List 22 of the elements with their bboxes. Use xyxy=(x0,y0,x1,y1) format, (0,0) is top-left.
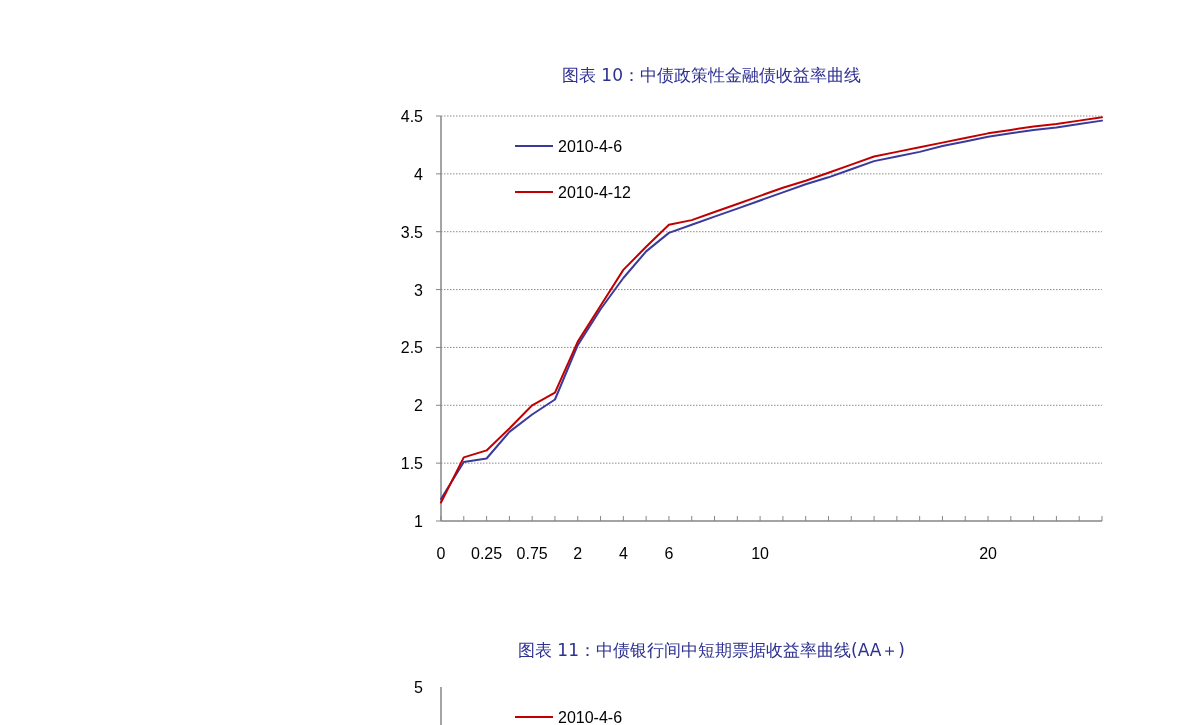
text: 5 xyxy=(414,679,424,696)
y-tick-label: 3.5 xyxy=(400,223,424,241)
y-tick-label: 3 xyxy=(414,281,424,299)
x-tick-label: 6 xyxy=(664,545,674,562)
chart-title: 图表 10：中债政策性金融债收益率曲线 xyxy=(561,65,862,85)
legend-label: 2010-4-6 xyxy=(558,138,623,155)
y-tick-label: 4 xyxy=(414,165,424,183)
legend-label: 2010-4-12 xyxy=(558,184,632,201)
y-tick-label: 4.5 xyxy=(400,108,424,125)
x-tick-label: 0.75 xyxy=(516,545,548,562)
x-tick-label: 4 xyxy=(618,545,628,562)
y-tick-label: 1.5 xyxy=(400,455,424,473)
x-tick-label: 20 xyxy=(979,545,998,562)
y-tick-label: 2.5 xyxy=(400,339,424,357)
y-tick-label: 2 xyxy=(414,397,424,415)
x-tick-label: 2 xyxy=(573,545,583,562)
x-tick-label: 0 xyxy=(436,545,446,562)
legend-label: 2010-4-6 xyxy=(558,709,623,725)
text: 图表 11：中债银行间中短期票据收益率曲线(AA＋) xyxy=(517,640,906,660)
x-tick-label: 0.25 xyxy=(471,545,503,562)
x-tick-label: 10 xyxy=(751,545,770,562)
y-tick-label: 1 xyxy=(414,513,424,530)
